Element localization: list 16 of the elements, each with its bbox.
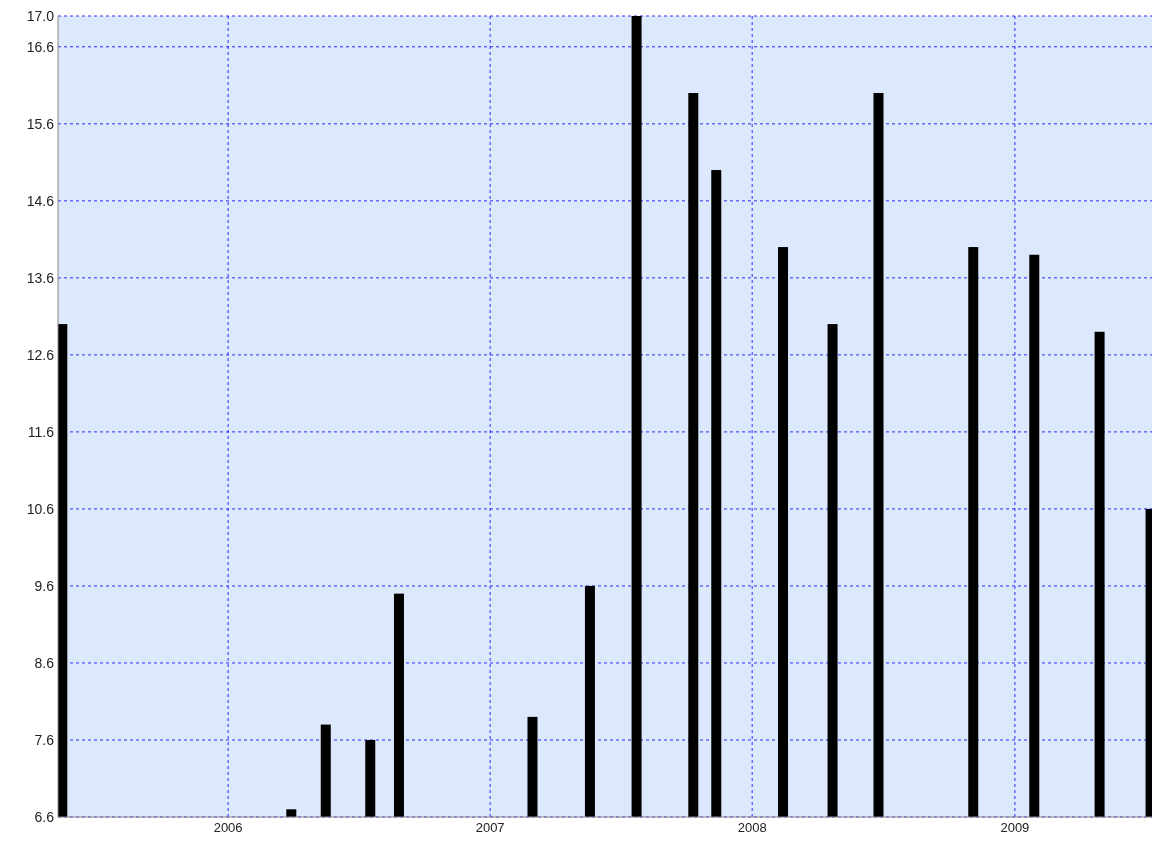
y-tick-label: 13.6 — [26, 269, 55, 286]
y-tick-label: 8.6 — [34, 654, 55, 671]
x-tick-label: 2009 — [1000, 820, 1030, 835]
y-tick-label: 11.6 — [27, 423, 55, 440]
y-tick-label: 14.6 — [26, 192, 55, 209]
y-tick-label: 15.6 — [26, 115, 55, 132]
y-tick-label: 12.6 — [26, 346, 55, 363]
x-tick-label: 2006 — [213, 820, 243, 835]
y-tick-label: 6.6 — [34, 808, 55, 825]
y-tick-label: 16.6 — [26, 38, 55, 55]
y-tick-label: 7.6 — [34, 731, 55, 748]
y-tick-label: 9.6 — [34, 577, 55, 594]
x-tick-label: 2008 — [737, 820, 767, 835]
x-tick-label: 2007 — [475, 820, 505, 835]
y-tick-label: 17.0 — [26, 7, 55, 24]
y-tick-label: 10.6 — [26, 500, 55, 517]
